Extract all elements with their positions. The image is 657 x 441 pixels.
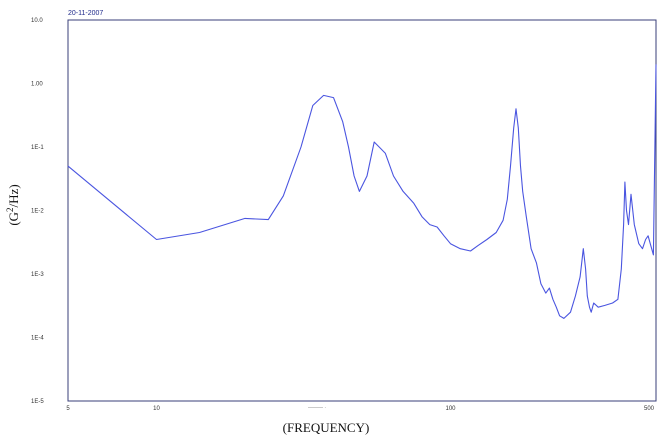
series-lines bbox=[67, 64, 657, 319]
y-tick-label-6: 1E-5 bbox=[31, 399, 44, 405]
plot-frame bbox=[67, 19, 657, 402]
y-axis-title-superscript: 2 bbox=[5, 207, 15, 212]
series-line-0 bbox=[67, 64, 657, 319]
x-tick-label-1: 10 bbox=[153, 406, 160, 412]
y-tick-label-3: 1E-2 bbox=[31, 209, 44, 215]
y-tick-label-4: 1E-3 bbox=[31, 272, 44, 278]
y-tick-label-1: 1.00 bbox=[31, 82, 43, 88]
y-tick-label-0: 10.0 bbox=[31, 18, 43, 24]
x-tick-label-3: 500 bbox=[644, 406, 655, 412]
y-tick-label-5: 1E-4 bbox=[31, 336, 44, 342]
x-tick-label-2: 100 bbox=[445, 406, 456, 412]
y-tick-label-2: 1E-1 bbox=[31, 145, 44, 151]
y-axis-title-main: (G bbox=[6, 212, 21, 226]
faint-mark: ——— · bbox=[308, 405, 326, 411]
y-tick-labels: 10.0 1.00 1E-1 1E-2 1E-3 1E-4 1E-5 bbox=[31, 18, 44, 405]
x-tick-labels: 5 10 100 500 bbox=[66, 406, 654, 412]
y-axis-title: (G2/Hz) bbox=[5, 184, 21, 225]
date-label: 20-11-2007 bbox=[68, 10, 103, 17]
y-axis-title-tail: /Hz) bbox=[6, 184, 21, 207]
x-tick-label-0: 5 bbox=[66, 406, 70, 412]
x-axis-title: (FREQUENCY) bbox=[283, 420, 370, 435]
